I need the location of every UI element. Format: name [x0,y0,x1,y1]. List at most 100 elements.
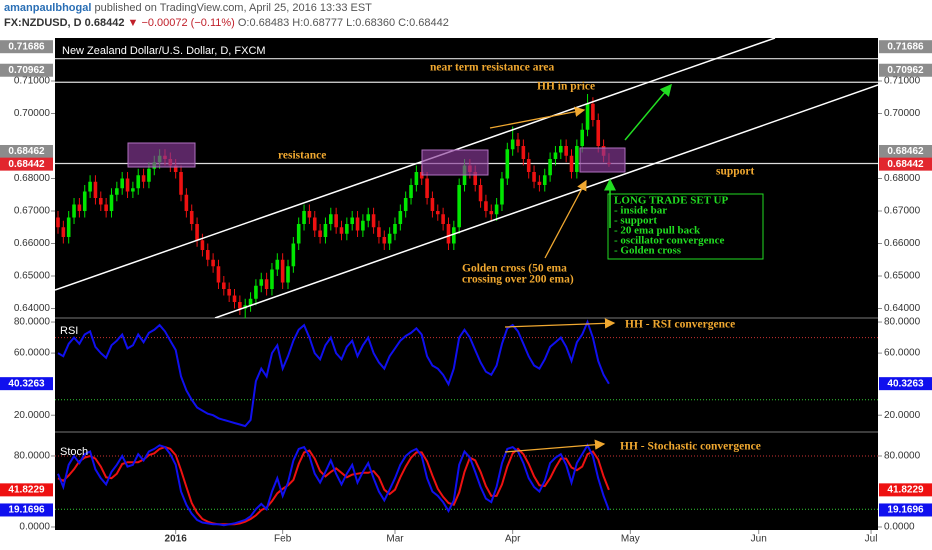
candle-body [200,240,205,251]
y-tick-label: 0.66000 [14,238,51,249]
candle-body [345,224,349,234]
channel-line [214,84,878,318]
candle-body [323,224,328,238]
candle-body [307,211,312,218]
drawings [55,38,878,318]
value-box-label: 19.1696 [887,505,924,516]
candle-body [115,188,119,195]
candle-body [371,214,376,228]
candle-body [387,233,392,244]
y-tick-label: 60.0000 [884,348,921,359]
value-box [879,503,932,517]
y-tick-label: 0.67000 [884,206,921,217]
candle-body [296,224,301,244]
candle-body [56,217,60,228]
published: published on TradingView.com, April 25, … [94,2,372,14]
annotation: HH in price [537,81,595,93]
setup-item: - inside bar [614,205,667,217]
candle-body [377,227,381,238]
candle-body [446,224,451,244]
candle-body [516,139,520,147]
candle-body [409,185,413,199]
candle-body [275,259,280,270]
annotation: HH - Stochastic convergence [620,441,761,453]
candle-body [430,198,435,212]
candle-body [77,204,82,212]
x-tick-label: Apr [505,534,521,545]
setup-item: - oscillator convergence [614,235,724,247]
candle-body [147,168,151,182]
panel-title: Stoch [60,446,88,458]
value-box-label: 0.71686 [8,41,45,52]
candle-body [500,178,504,205]
candle-body [93,181,98,199]
value-box-label: 41.8229 [887,484,924,495]
value-box [0,377,53,391]
candle-body [248,298,253,306]
candle-body [120,178,124,189]
candle-body [184,194,189,212]
annotation: support [716,166,755,178]
y-tick-label: 0.65000 [884,271,921,282]
zone [421,149,489,176]
candle-body [98,198,103,205]
value-box [879,144,932,158]
candle-body [286,266,290,283]
annotation: crossing over 200 ema) [462,274,574,286]
candle-body [596,120,601,147]
annotation: resistance [278,150,326,162]
candle-body [259,279,264,286]
y-tick-label: 0.68000 [884,173,921,184]
arrow [544,179,587,259]
indicator-line [57,319,610,428]
candle-body [82,191,87,212]
channel-line [55,38,776,291]
annotation: Golden cross (50 ema [462,263,567,275]
candle-body [452,227,456,244]
setup-item: - 20 ema pull back [614,225,701,237]
value-box [0,483,53,497]
value-box-label: 0.70962 [887,65,924,76]
candle-body [548,159,552,176]
value-box [879,483,932,497]
candle-body [312,217,317,231]
y-tick-label: 80.0000 [14,451,51,462]
candle-body [61,227,66,238]
x-tick-label: Jul [865,534,878,545]
candle-body [366,214,371,221]
plot-background [55,38,878,530]
candle-body [264,279,269,290]
candle-body [339,227,344,234]
candle-body [66,217,71,238]
zone [127,142,196,168]
author[interactable]: amanpaulbhogal [4,2,92,14]
candle-body [569,155,574,173]
candle-body [136,175,141,189]
candle-body [211,259,215,267]
y-tick-label: 0.70000 [884,108,921,119]
annotation: HH - RSI convergence [625,319,735,331]
candle-body [478,185,483,202]
candle-body [553,152,558,160]
candle-body [521,146,526,160]
y-tick-label: 0.0000 [19,522,50,533]
candle-body [559,146,563,153]
candle-body [403,198,408,212]
change: ▼ −0.00072 (−0.11%) [127,17,235,29]
y-tick-label: 0.68000 [14,173,51,184]
annotation: near term resistance area [430,62,554,74]
candle-body [109,194,114,212]
candle-body [505,149,510,179]
y-tick-label: 0.67000 [14,206,51,217]
y-tick-label: 0.64000 [14,303,51,314]
candle-body [189,211,194,225]
value-box [0,144,53,158]
candle-body [227,289,231,296]
candle-body [575,146,579,173]
candle-body [280,259,285,283]
candle-body [334,214,338,228]
candle-body [205,250,210,260]
value-box-label: 41.8229 [8,484,45,495]
candle-body [302,211,306,225]
